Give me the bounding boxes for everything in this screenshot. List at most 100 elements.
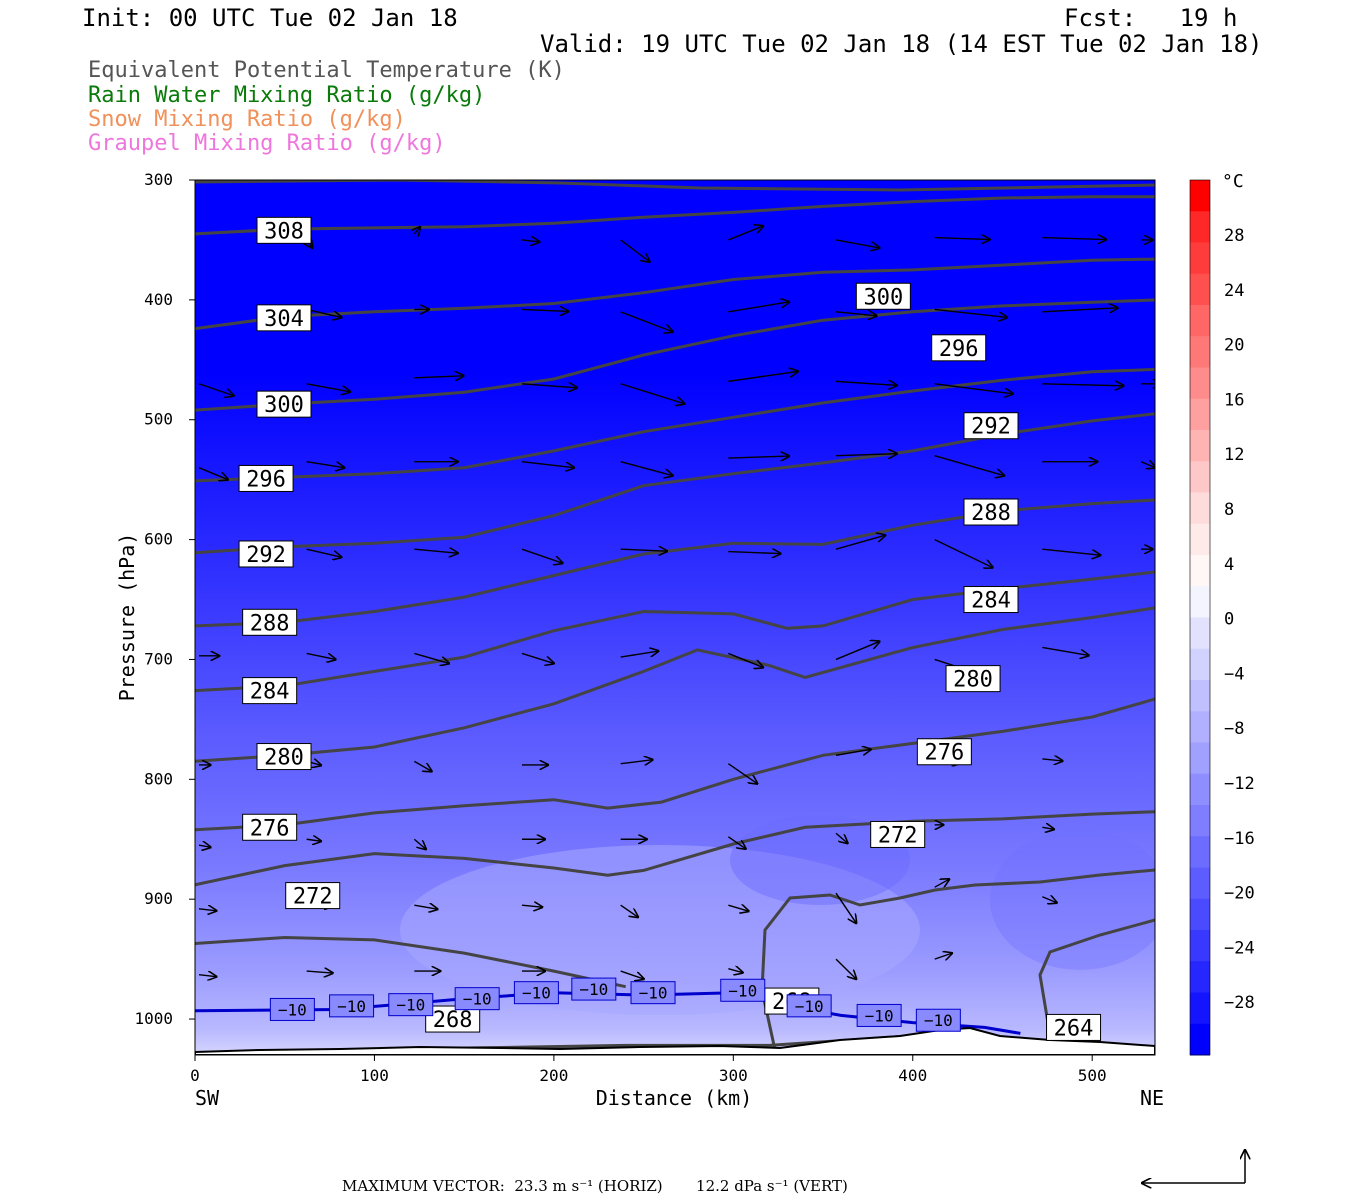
- wind-vector: [521, 460, 574, 468]
- ne-label: NE: [1140, 1086, 1164, 1110]
- y-tick-label: 300: [144, 170, 173, 189]
- y-tick-label: 400: [144, 290, 173, 309]
- wind-vector: [835, 832, 848, 843]
- isotherm-label: −10: [915, 1008, 961, 1032]
- colorbar-swatch: [1190, 836, 1210, 868]
- colorbar-swatch: [1190, 305, 1210, 337]
- wind-vector: [414, 905, 437, 909]
- colorbar-label: 0: [1224, 610, 1234, 630]
- colorbar-label: 20: [1224, 336, 1244, 356]
- x-axis-title: Distance (km): [596, 1086, 753, 1110]
- wind-vector: [835, 454, 897, 456]
- isotherm-label: −10: [571, 977, 617, 1001]
- theta-e-label: 292: [963, 412, 1019, 440]
- y-tick-label: 600: [144, 530, 173, 549]
- theta-e-labels: 308 304 300 300 296 296 292 292 288 288 284 284 280 2…: [238, 216, 1102, 1041]
- wind-vector: [728, 456, 789, 458]
- reference-vector: [1142, 1150, 1245, 1183]
- colorbar-swatch: [1190, 711, 1210, 743]
- wind-vector: [835, 892, 856, 923]
- colorbar-swatch: [1190, 336, 1210, 368]
- colorbar-label: 4: [1224, 555, 1234, 575]
- theta-e-contour-308: [195, 195, 1155, 236]
- wind-vector: [934, 455, 1005, 476]
- colorbar: 28 24 20 16 12 8 4 0 −4 −8 −12 −16 −20 −24 −28: [1189, 179, 1255, 1056]
- theta-e-label: 276: [916, 738, 972, 766]
- wind-vector: [521, 240, 539, 242]
- colorbar-swatch: [1190, 430, 1210, 462]
- sw-label: SW: [195, 1086, 220, 1110]
- colorbar-swatch: [1190, 273, 1210, 306]
- y-tick-label: 500: [144, 410, 173, 429]
- svg-text:300: 300: [863, 285, 903, 310]
- isotherm-label: −10: [720, 978, 766, 1002]
- isotherm-labels: −10 −10 −10 −10 −10 −10 −10 −10 −10 −10 −10: [269, 977, 961, 1032]
- legend-theta-e: Equivalent Potential Temperature (K): [88, 58, 565, 83]
- theta-e-label: 284: [242, 677, 298, 705]
- theta-e-label: 280: [256, 743, 312, 771]
- wind-vector: [413, 838, 426, 849]
- theta-e-label: 284: [963, 586, 1019, 614]
- x-tick-label: 100: [360, 1066, 389, 1085]
- y-tick-label: 900: [144, 889, 173, 908]
- svg-text:−10: −10: [579, 980, 608, 999]
- y-tick-label: 800: [144, 769, 173, 788]
- theta-e-contour-268: [195, 935, 627, 989]
- svg-text:272: 272: [878, 823, 918, 848]
- colorbar-swatch: [1190, 930, 1210, 962]
- svg-text:276: 276: [924, 741, 964, 766]
- wind-vector: [835, 312, 877, 316]
- y-axis: 300 400 500 600 700 800 900 1000: [134, 170, 195, 1028]
- svg-text:−10: −10: [865, 1006, 894, 1025]
- colorbar-swatch: [1190, 992, 1210, 1025]
- colorbar-label: 28: [1224, 226, 1244, 246]
- colorbar-swatch: [1190, 1023, 1210, 1056]
- colorbar-swatch: [1190, 742, 1210, 775]
- colorbar-swatch: [1190, 461, 1210, 493]
- wind-vector: [1140, 462, 1155, 468]
- wind-vector: [835, 641, 880, 661]
- wind-vector: [728, 652, 763, 667]
- colorbar-label: 16: [1224, 390, 1244, 410]
- isotherm-label: −10: [786, 994, 832, 1018]
- theta-e-label: 288: [242, 608, 298, 636]
- plot-frame: [194, 179, 1156, 1056]
- theta-e-contour-296: [195, 367, 1155, 483]
- x-tick-label: 500: [1078, 1066, 1107, 1085]
- terrain-surface: [195, 1026, 1155, 1055]
- wind-vector: [620, 383, 685, 404]
- theta-e-label: 272: [870, 820, 926, 848]
- wind-vector: [934, 238, 990, 240]
- wind-vector: [306, 308, 342, 317]
- colorbar-swatch: [1190, 680, 1210, 712]
- colorbar-label: 12: [1224, 445, 1244, 465]
- wind-vector: [728, 226, 763, 241]
- wind-vector: [727, 836, 745, 849]
- y-tick-label: 700: [144, 649, 173, 668]
- svg-text:−10: −10: [396, 996, 425, 1015]
- colorbar-label: −20: [1224, 884, 1255, 904]
- wind-vector: [198, 975, 216, 977]
- wind-vector: [1042, 384, 1123, 386]
- colorbar-swatch: [1190, 961, 1210, 993]
- isotherm-label: −10: [454, 987, 500, 1011]
- svg-text:292: 292: [246, 543, 286, 568]
- isotherm-label: −10: [388, 993, 434, 1017]
- wind-vector: [934, 538, 993, 568]
- colorbar-swatch: [1190, 805, 1210, 837]
- wind-vector: [521, 652, 554, 663]
- wind-vector: [521, 384, 577, 388]
- warm-pocket-shading: [400, 815, 1155, 1015]
- colorbar-label: −16: [1224, 829, 1255, 849]
- wind-vector: [306, 652, 336, 659]
- wind-vector: [1042, 897, 1057, 903]
- svg-text:284: 284: [971, 589, 1011, 614]
- svg-text:−10: −10: [463, 990, 492, 1009]
- theta-e-label: 292: [238, 540, 294, 568]
- colorbar-label: −12: [1224, 774, 1255, 794]
- svg-text:300: 300: [264, 393, 304, 418]
- wind-vector: [198, 467, 228, 480]
- theta-e-contour-264-east: [1038, 918, 1155, 1036]
- svg-text:−10: −10: [337, 997, 366, 1016]
